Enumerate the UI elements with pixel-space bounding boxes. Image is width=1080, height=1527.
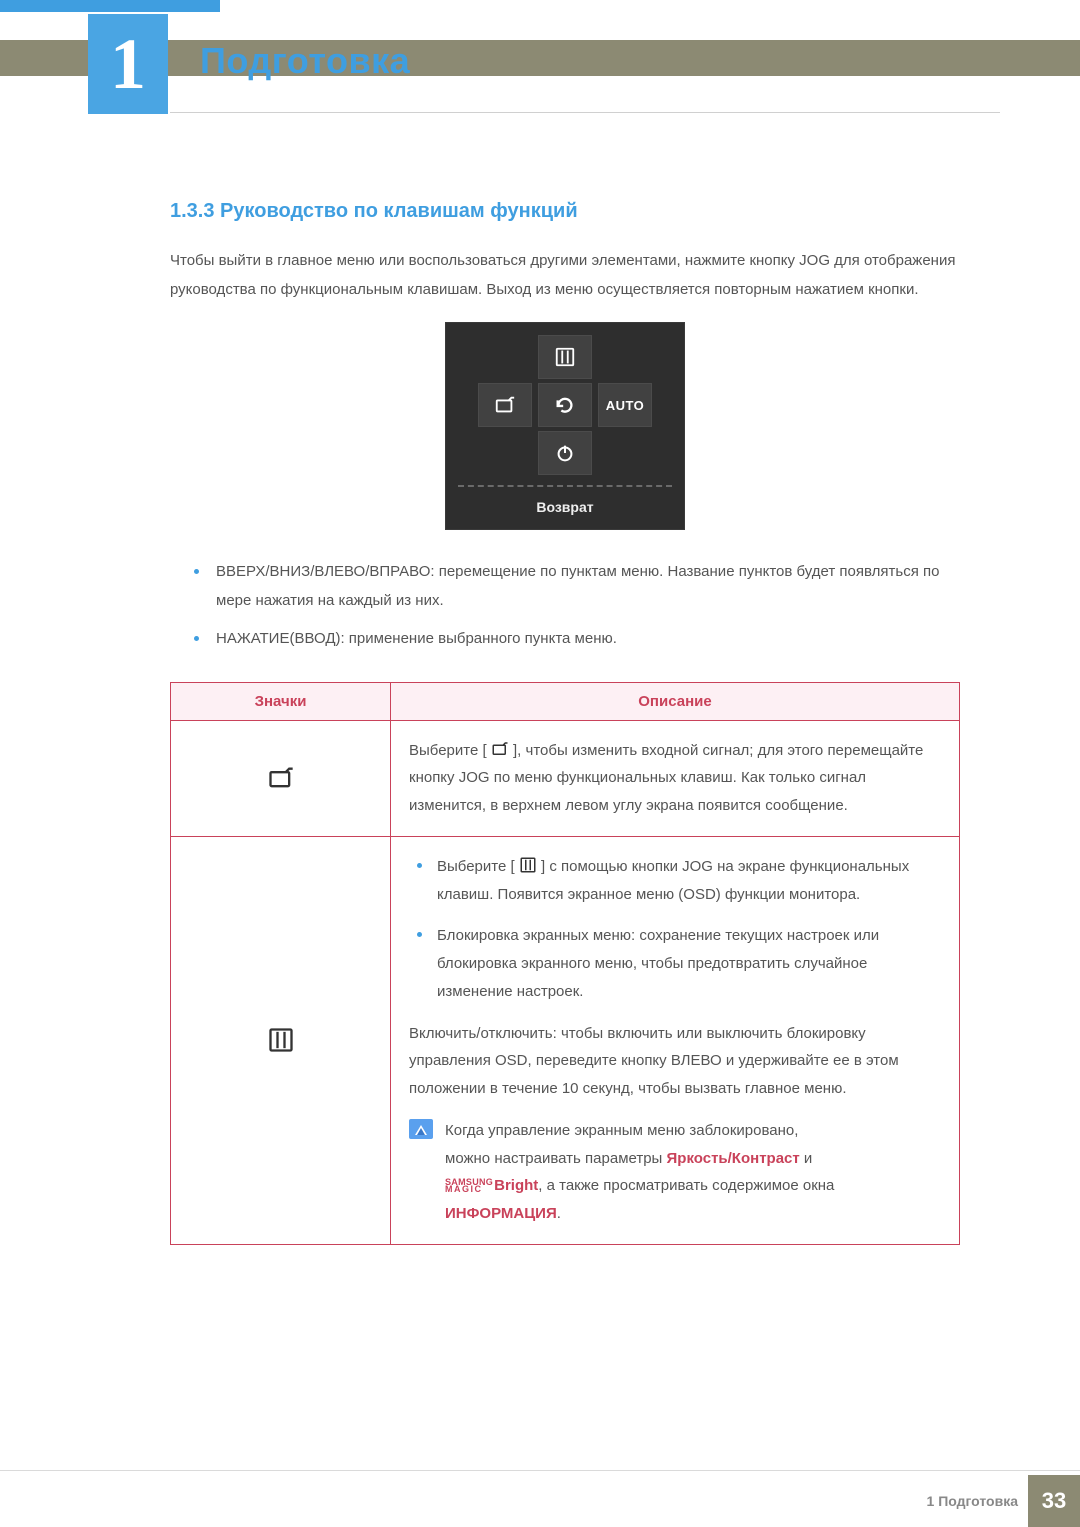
table-icon-cell [171, 836, 391, 1244]
bright-label: Bright [494, 1177, 538, 1194]
chapter-number: 1 [110, 28, 146, 100]
note-line: ИНФОРМАЦИЯ. [445, 1200, 941, 1228]
section-number: 1.3.3 [170, 200, 214, 222]
desc-text: Выберите [ [409, 742, 491, 759]
osd-left-cell [478, 383, 532, 427]
note-text: можно настраивать параметры [445, 1150, 667, 1167]
desc-text: Выберите [ [437, 858, 519, 875]
inner-bullet-item: Выберите [ ] с помощью кнопки JOG на экр… [409, 853, 941, 909]
note-highlight: Яркость/Контраст [667, 1150, 800, 1167]
osd-bottom-cell [538, 431, 592, 475]
note-line: Когда управление экранным меню заблокиро… [445, 1117, 941, 1145]
inner-bullet-item: Блокировка экранных меню: сохранение тек… [409, 922, 941, 1005]
footer-text: 1 Подготовка [927, 1493, 1018, 1509]
bullet-item: НАЖАТИЕ(ВВОД): применение выбранного пун… [170, 625, 960, 654]
note-line: можно настраивать параметры Яркость/Конт… [445, 1145, 941, 1173]
note-block: Когда управление экранным меню заблокиро… [409, 1117, 941, 1228]
table-icon-cell [171, 720, 391, 836]
power-icon [554, 442, 576, 464]
desc-paragraph: Включить/отключить: чтобы включить или в… [409, 1020, 941, 1103]
chapter-rule [170, 112, 1000, 113]
footer-rule [0, 1470, 1080, 1471]
intro-paragraph: Чтобы выйти в главное меню или воспользо… [170, 247, 960, 304]
note-icon [409, 1119, 433, 1139]
samsung-magic-label: SAMSUNGMAGIC [445, 1179, 493, 1194]
osd-auto-label: AUTO [606, 398, 645, 413]
osd-center-cell [538, 383, 592, 427]
note-text: и [800, 1150, 813, 1167]
page-number: 33 [1028, 1475, 1080, 1527]
table-desc-cell: Выберите [ ] с помощью кнопки JOG на экр… [391, 836, 960, 1244]
chapter-number-block: 1 [88, 14, 168, 114]
table-header-icons: Значки [171, 682, 391, 720]
manual-page: 1 Подготовка 1.3.3 Руководство по клавиш… [0, 0, 1080, 1527]
note-text: . [557, 1205, 561, 1222]
return-arrow-icon [554, 394, 576, 416]
source-icon [491, 740, 509, 758]
bullet-list: ВВЕРХ/ВНИЗ/ВЛЕВО/ВПРАВО: перемещение по … [170, 558, 960, 654]
osd-figure: AUTO Возврат [445, 322, 685, 530]
menu-bars-icon [554, 346, 576, 368]
table-desc-cell: Выберите [ ], чтобы изменить входной сиг… [391, 720, 960, 836]
osd-return-label: Возврат [446, 487, 684, 529]
table-row: Выберите [ ], чтобы изменить входной сиг… [171, 720, 960, 836]
chapter-title: Подготовка [200, 40, 410, 82]
section-heading: 1.3.3 Руководство по клавишам функций [170, 200, 960, 223]
osd-top-cell [538, 335, 592, 379]
function-key-table: Значки Описание Выберите [ ], чтобы изме… [170, 682, 960, 1245]
note-line: SAMSUNGMAGICBright, а также просматриват… [445, 1172, 941, 1200]
osd-right-cell: AUTO [598, 383, 652, 427]
table-row: Выберите [ ] с помощью кнопки JOG на экр… [171, 836, 960, 1244]
note-highlight: ИНФОРМАЦИЯ [445, 1205, 557, 1222]
top-accent-bar [0, 0, 220, 12]
bullet-item: ВВЕРХ/ВНИЗ/ВЛЕВО/ВПРАВО: перемещение по … [170, 558, 960, 615]
content-area: 1.3.3 Руководство по клавишам функций Чт… [170, 200, 960, 1245]
menu-bars-icon [519, 856, 537, 874]
table-header-description: Описание [391, 682, 960, 720]
menu-bars-icon [267, 1026, 295, 1054]
note-text: , а также просматривать содержимое окна [538, 1177, 834, 1194]
source-icon [267, 764, 295, 792]
inner-bullet-list: Выберите [ ] с помощью кнопки JOG на экр… [409, 853, 941, 1006]
source-icon [494, 394, 516, 416]
section-title: Руководство по клавишам функций [220, 200, 578, 222]
